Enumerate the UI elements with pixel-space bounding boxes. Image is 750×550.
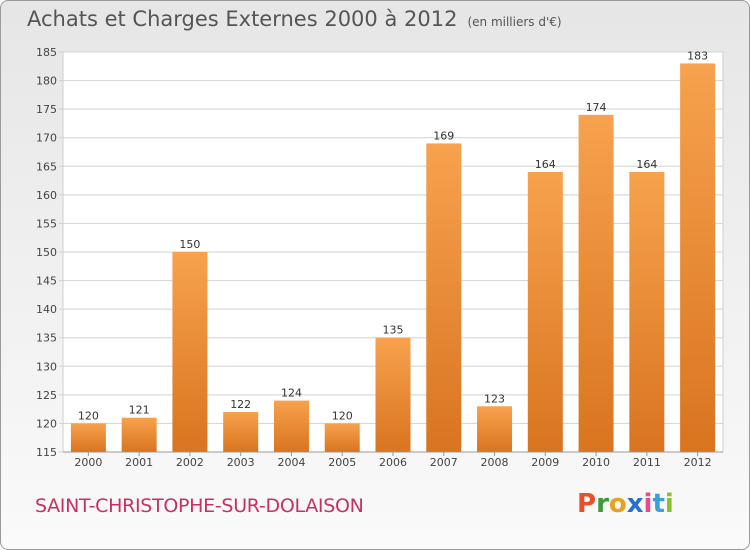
x-tick-label: 2009 [531, 456, 559, 469]
x-tick-label: 2008 [481, 456, 509, 469]
logo-letter: P [577, 489, 597, 519]
bar-value-label: 174 [586, 101, 607, 114]
x-tick-label: 2005 [328, 456, 356, 469]
y-tick-label: 145 [36, 275, 57, 288]
bar [629, 172, 665, 452]
bar-value-label: 135 [383, 324, 404, 337]
x-tick-label: 2002 [176, 456, 204, 469]
bar [70, 423, 106, 452]
x-tick-label: 2010 [582, 456, 610, 469]
commune-name: SAINT-CHRISTOPHE-SUR-DOLAISON [35, 495, 364, 517]
x-tick-label: 2006 [379, 456, 407, 469]
y-tick-label: 125 [36, 389, 57, 402]
y-tick-label: 175 [36, 103, 57, 116]
y-tick-label: 170 [36, 132, 57, 145]
y-tick-label: 180 [36, 75, 57, 88]
bar [273, 400, 309, 452]
y-tick-label: 130 [36, 360, 57, 373]
x-tick-label: 2012 [684, 456, 712, 469]
logo-letter: i [643, 489, 653, 519]
bar [172, 252, 208, 452]
bar-value-label: 164 [535, 158, 556, 171]
y-tick-label: 165 [36, 160, 57, 173]
bar [477, 406, 513, 452]
bar-value-label: 121 [129, 404, 150, 417]
x-tick-label: 2011 [633, 456, 661, 469]
bar-value-label: 120 [78, 409, 99, 422]
logo-letter: o [608, 489, 627, 519]
y-tick-label: 120 [36, 417, 57, 430]
y-tick-label: 115 [36, 446, 57, 459]
bar-value-label: 120 [332, 409, 353, 422]
unit-note: (en milliers d'€) [467, 15, 562, 29]
logo-letter: i [664, 489, 674, 519]
y-tick-label: 140 [36, 303, 57, 316]
bar [121, 417, 157, 452]
x-tick-label: 2003 [227, 456, 255, 469]
bar [324, 423, 360, 452]
logo-letter: t [652, 489, 665, 519]
bar-value-label: 164 [636, 158, 657, 171]
bar-value-label: 123 [484, 392, 505, 405]
bar-value-label: 169 [433, 129, 454, 142]
chart-title-text: Achats et Charges Externes 2000 à 2012 [27, 7, 458, 31]
y-tick-label: 135 [36, 332, 57, 345]
y-tick-label: 185 [36, 46, 57, 59]
x-tick-label: 2001 [125, 456, 153, 469]
bar [375, 337, 411, 452]
chart-title: Achats et Charges Externes 2000 à 2012 (e… [27, 7, 562, 31]
bar-value-label: 124 [281, 387, 302, 400]
logo-letter: x [626, 489, 644, 519]
x-tick-label: 2000 [74, 456, 102, 469]
bar-value-label: 183 [687, 49, 708, 62]
logo-letter: r [596, 489, 609, 519]
bar-value-label: 150 [179, 238, 200, 251]
bar [223, 412, 259, 452]
y-tick-label: 150 [36, 246, 57, 259]
bar [578, 114, 614, 452]
bar [680, 63, 716, 453]
bar-value-label: 122 [230, 398, 251, 411]
bar [426, 143, 462, 452]
x-tick-label: 2007 [430, 456, 458, 469]
y-tick-label: 155 [36, 217, 57, 230]
y-tick-label: 160 [36, 189, 57, 202]
proxiti-logo: Proxiti [577, 489, 674, 519]
bar [527, 172, 563, 452]
x-tick-label: 2004 [277, 456, 305, 469]
